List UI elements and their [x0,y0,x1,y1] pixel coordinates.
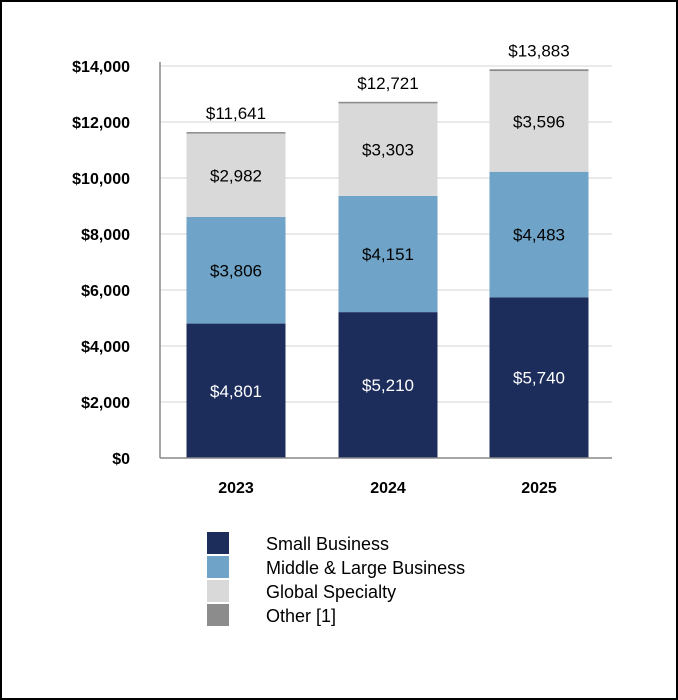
data-label: $5,210 [362,376,414,395]
legend-label: Middle & Large Business [266,558,465,578]
y-tick-label: $4,000 [81,339,130,356]
total-label: $12,721 [357,74,418,93]
y-tick-label: $14,000 [72,59,130,76]
data-label: $4,801 [210,382,262,401]
bar-segment-other-1 [186,132,286,134]
legend-label: Other [1] [266,606,336,626]
x-tick-label: 2023 [218,480,254,497]
bar-segment-small-business [489,297,589,458]
y-tick-label: $2,000 [81,395,130,412]
bar-segment-small-business [186,323,286,458]
bar-segment-global-specialty [186,133,286,218]
bar-segment-global-specialty [489,71,589,172]
bar-segment-small-business [338,312,438,458]
x-tick-label: 2024 [370,480,406,497]
bar-segment-other-1 [338,101,438,104]
bar-segment-global-specialty [338,103,438,196]
legend-swatch [207,604,229,626]
data-label: $3,806 [210,261,262,280]
data-label: $3,596 [513,112,565,131]
bar-segment-middle-large-business [489,171,589,298]
y-tick-label: $6,000 [81,283,130,300]
legend-swatch [207,556,229,578]
data-label: $5,740 [513,369,565,388]
legend-label: Small Business [266,534,389,554]
total-label: $13,883 [508,41,569,60]
y-tick-label: $12,000 [72,115,130,132]
legend-swatch [207,580,229,602]
data-label: $2,982 [210,166,262,185]
total-label: $11,641 [206,104,266,123]
legend-swatch [207,532,229,554]
data-label: $4,483 [513,226,565,245]
data-label: $4,151 [362,245,414,264]
y-tick-label: $8,000 [81,227,130,244]
y-tick-label: $0 [112,451,130,468]
legend-label: Global Specialty [266,582,396,602]
x-tick-label: 2025 [521,480,557,497]
data-label: $3,303 [362,141,414,160]
y-tick-label: $10,000 [72,171,130,188]
bar-segment-middle-large-business [338,195,438,313]
bar-segment-other-1 [489,69,589,72]
bar-segment-middle-large-business [186,217,286,324]
